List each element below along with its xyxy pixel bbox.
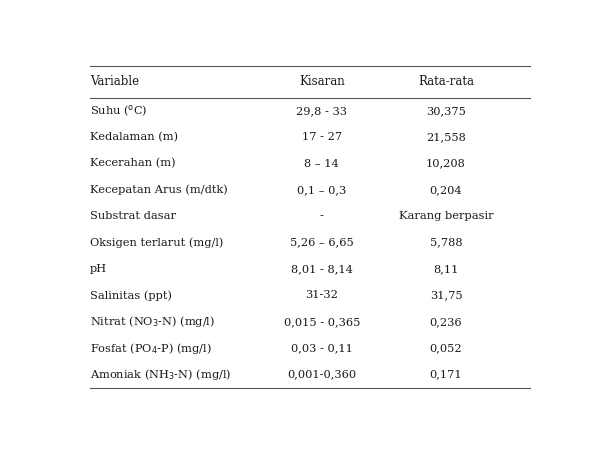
Text: 8,11: 8,11: [433, 264, 459, 274]
Text: Nitrat (NO$_{3}$-N) (mg/l): Nitrat (NO$_{3}$-N) (mg/l): [90, 314, 215, 329]
Text: 30,375: 30,375: [426, 106, 466, 116]
Text: 8 – 14: 8 – 14: [304, 158, 339, 169]
Text: 21,558: 21,558: [426, 132, 466, 142]
Text: pH: pH: [90, 264, 107, 274]
Text: Rata-rata: Rata-rata: [418, 75, 474, 88]
Text: 0,052: 0,052: [430, 343, 462, 353]
Text: 5,788: 5,788: [430, 238, 462, 248]
Text: 29,8 - 33: 29,8 - 33: [296, 106, 347, 116]
Text: 0,03 - 0,11: 0,03 - 0,11: [291, 343, 353, 353]
Text: 0,1 – 0,3: 0,1 – 0,3: [297, 185, 347, 195]
Text: Variable: Variable: [90, 75, 139, 88]
Text: 31,75: 31,75: [430, 290, 462, 300]
Text: Fosfat (PO$_{4}$-P) (mg/l): Fosfat (PO$_{4}$-P) (mg/l): [90, 341, 211, 356]
Text: -: -: [320, 212, 324, 221]
Text: 0,001-0,360: 0,001-0,360: [287, 370, 356, 380]
Text: 8,01 - 8,14: 8,01 - 8,14: [291, 264, 353, 274]
Text: 0,236: 0,236: [430, 317, 462, 327]
Text: 31-32: 31-32: [306, 290, 338, 300]
Text: 5,26 – 6,65: 5,26 – 6,65: [290, 238, 354, 248]
Text: 0,204: 0,204: [430, 185, 462, 195]
Text: Amoniak (NH$_{3}$-N) (mg/l): Amoniak (NH$_{3}$-N) (mg/l): [90, 367, 231, 382]
Text: Salinitas (ppt): Salinitas (ppt): [90, 290, 172, 301]
Text: 0,015 - 0,365: 0,015 - 0,365: [284, 317, 360, 327]
Text: Kecepatan Arus (m/dtk): Kecepatan Arus (m/dtk): [90, 184, 227, 195]
Text: Kedalaman (m): Kedalaman (m): [90, 132, 178, 142]
Text: Oksigen terlarut (mg/l): Oksigen terlarut (mg/l): [90, 237, 223, 248]
Text: Substrat dasar: Substrat dasar: [90, 212, 175, 221]
Text: 10,208: 10,208: [426, 158, 466, 169]
Text: Kisaran: Kisaran: [299, 75, 345, 88]
Text: Kecerahan (m): Kecerahan (m): [90, 158, 175, 169]
Text: Karang berpasir: Karang berpasir: [399, 212, 493, 221]
Text: 17 - 27: 17 - 27: [302, 132, 342, 142]
Text: 0,171: 0,171: [430, 370, 462, 380]
Text: Suhu ($^{\mathrm{o}}$C): Suhu ($^{\mathrm{o}}$C): [90, 103, 147, 118]
